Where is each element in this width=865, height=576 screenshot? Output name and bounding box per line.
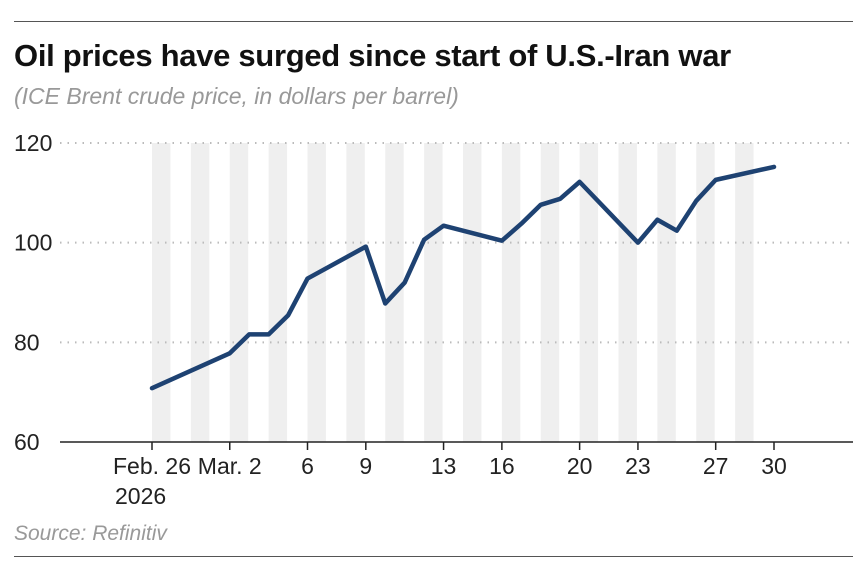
x-tick-label: 20 xyxy=(567,453,593,479)
chart-subtitle: (ICE Brent crude price, in dollars per b… xyxy=(14,83,459,109)
day-stripe xyxy=(501,143,521,442)
x-tick-label: 23 xyxy=(625,453,651,479)
source-note: Source: Refinitiv xyxy=(14,522,167,545)
x-tick-label: 6 xyxy=(301,453,314,479)
chart-title: Oil prices have surged since start of U.… xyxy=(14,38,731,73)
x-tick-label: 13 xyxy=(431,453,457,479)
x-tick-label: 27 xyxy=(703,453,729,479)
x-tick-year-label: 2026 xyxy=(115,483,166,509)
day-stripe xyxy=(307,143,326,442)
x-tick-label: Feb. 26 xyxy=(113,453,191,479)
day-stripe xyxy=(463,143,482,442)
day-stripe xyxy=(190,143,210,442)
day-stripe xyxy=(152,143,171,442)
y-tick-label: 60 xyxy=(14,429,40,455)
x-tick-label: 16 xyxy=(489,453,515,479)
day-stripe xyxy=(229,143,249,442)
y-tick-label: 120 xyxy=(14,130,52,156)
x-tick-label: 30 xyxy=(761,453,787,479)
x-tick-label: 9 xyxy=(359,453,372,479)
day-stripe xyxy=(618,143,637,442)
bottom-rule xyxy=(14,556,853,557)
day-stripe xyxy=(579,143,599,442)
y-tick-label: 80 xyxy=(14,329,40,355)
x-tick-label: Mar. 2 xyxy=(198,453,262,479)
day-stripe xyxy=(424,143,443,442)
day-stripe xyxy=(657,143,676,442)
day-stripe xyxy=(696,143,715,442)
day-stripe xyxy=(540,143,560,442)
price-line xyxy=(149,164,777,391)
day-stripe xyxy=(268,143,288,442)
y-tick-label: 100 xyxy=(14,230,52,256)
day-stripe xyxy=(346,143,365,442)
day-stripe xyxy=(735,143,754,442)
top-rule xyxy=(14,21,853,22)
